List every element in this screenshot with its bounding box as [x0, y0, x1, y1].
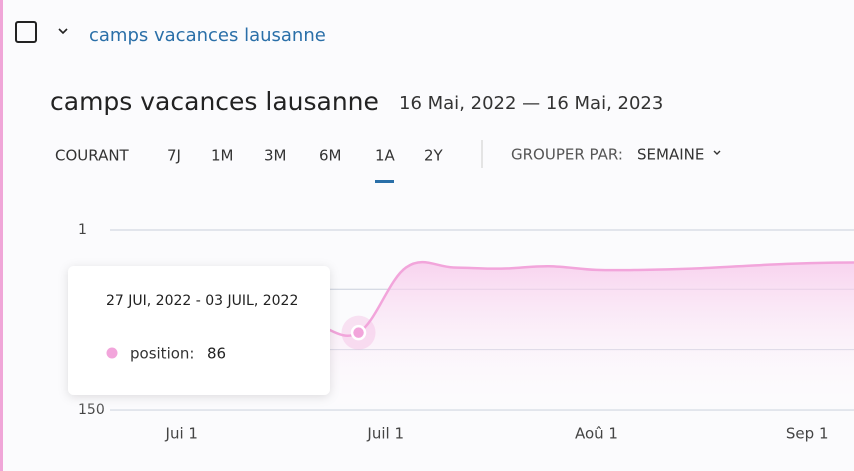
tooltip-value: 86: [207, 345, 226, 363]
tooltip-box: [68, 266, 330, 395]
tab[interactable]: 3M: [264, 147, 287, 165]
expand-chevron[interactable]: [58, 28, 68, 35]
tooltip-label: position:: [130, 345, 194, 363]
tab-active[interactable]: 1A: [375, 147, 396, 165]
tab[interactable]: 2Y: [424, 147, 444, 165]
x-tick-label: Juil 1: [366, 425, 404, 443]
tooltip: 27 JUI, 2022 - 03 JUIL, 2022 position: 8…: [68, 266, 330, 395]
group-by-chevron[interactable]: [713, 150, 721, 155]
hover-point: [350, 324, 367, 341]
group-by-value[interactable]: SEMAINE: [637, 146, 704, 164]
group-by-label: GROUPER PAR:: [511, 146, 623, 164]
tooltip-swatch: [106, 347, 118, 359]
x-tick-label: Jui 1: [165, 425, 198, 443]
tooltip-title: 27 JUI, 2022 - 03 JUIL, 2022: [106, 293, 298, 309]
x-tick-label: Aoû 1: [575, 425, 618, 443]
checkbox[interactable]: [15, 21, 37, 43]
tab[interactable]: 7J: [167, 147, 181, 165]
keyword-link[interactable]: camps vacances lausanne: [89, 25, 326, 46]
x-tick-label: Sep 1: [786, 425, 829, 443]
date-range: 16 Mai, 2022 — 16 Mai, 2023: [399, 93, 663, 114]
tab-underline: [375, 180, 394, 183]
tab[interactable]: COURANT: [55, 147, 130, 165]
page-title: camps vacances lausanne: [50, 87, 379, 116]
y-tick-label: 1: [78, 222, 87, 238]
tab[interactable]: 6M: [319, 147, 342, 165]
row-accent: [0, 0, 3, 471]
tab[interactable]: 1M: [211, 147, 234, 165]
